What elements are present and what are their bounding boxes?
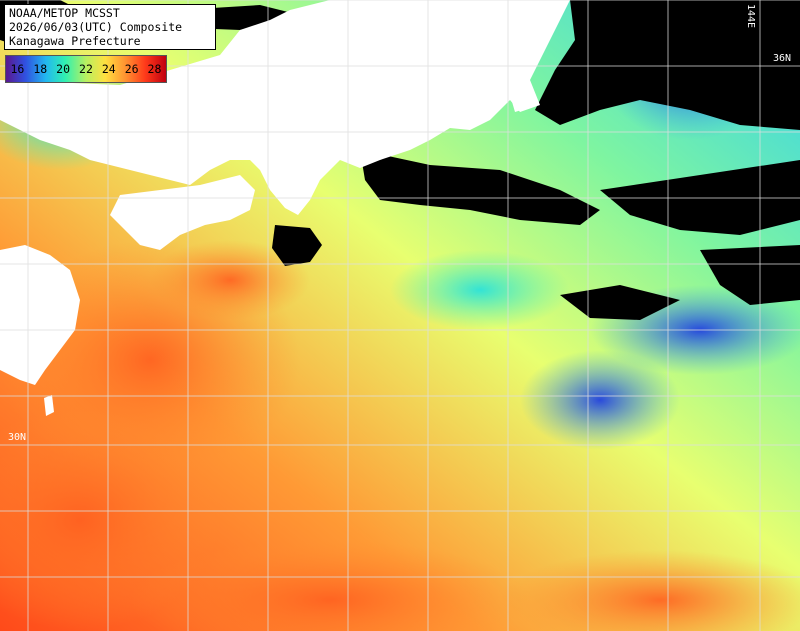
latitude-label-36n: 36N: [773, 53, 792, 64]
title-box: NOAA/METOP MCSST 2026/06/03(UTC) Composi…: [4, 4, 216, 50]
legend-label: 20: [56, 62, 71, 76]
longitude-label-144e: 144E: [745, 4, 756, 29]
legend-label: 24: [101, 62, 116, 76]
legend-label: 28: [147, 62, 162, 76]
legend-label: 22: [79, 62, 93, 76]
temperature-legend: 16 18 20 22 24 26 28: [5, 55, 167, 83]
island: [44, 395, 54, 416]
kyushu-land: [0, 245, 80, 385]
shikoku-land: [110, 175, 255, 250]
warm-water-regions: [0, 240, 800, 631]
latitude-label-30n: 30N: [8, 432, 27, 443]
island: [318, 105, 336, 130]
legend-label: 16: [10, 62, 25, 76]
title-line-date: 2026/06/03(UTC) Composite: [9, 20, 183, 34]
legend-label: 18: [33, 62, 48, 76]
island: [510, 92, 528, 112]
title-line-satellite: NOAA/METOP MCSST: [9, 6, 120, 20]
legend-label: 26: [124, 62, 139, 76]
title-line-region: Kanagawa Prefecture: [9, 34, 141, 48]
